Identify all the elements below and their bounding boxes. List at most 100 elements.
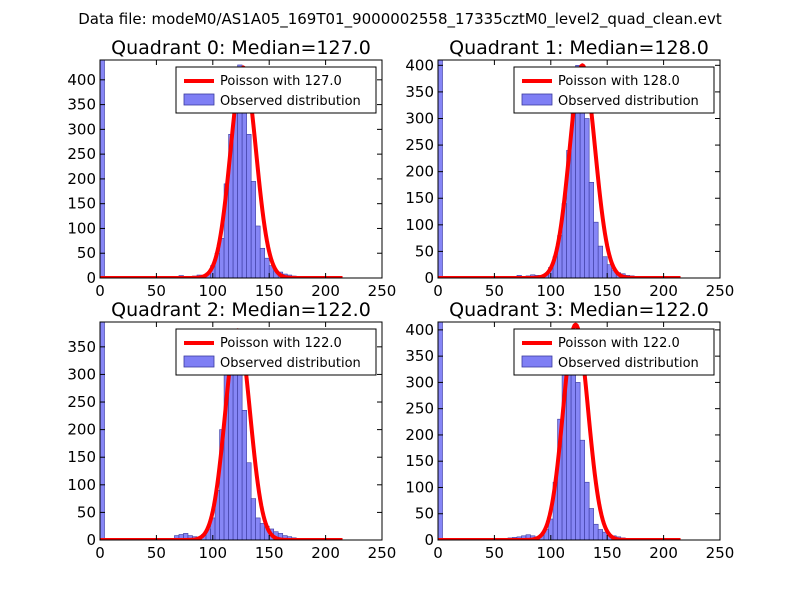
y-tick-label: 150 bbox=[67, 448, 96, 466]
legend-observed-swatch bbox=[521, 93, 553, 106]
legend-observed-swatch bbox=[183, 355, 215, 368]
panel-title: Quadrant 2: Median=122.0 bbox=[111, 299, 371, 321]
y-tick-label: 50 bbox=[77, 503, 96, 521]
poisson-curve bbox=[100, 328, 344, 540]
x-tick-label: 100 bbox=[536, 282, 565, 300]
y-tick-label: 300 bbox=[67, 120, 96, 138]
legend-poisson-label: Poisson with 128.0 bbox=[558, 74, 680, 89]
y-tick-label: 250 bbox=[405, 136, 434, 154]
hist-bar bbox=[250, 181, 256, 278]
x-tick-label: 100 bbox=[198, 544, 227, 562]
y-tick-label: 350 bbox=[67, 96, 96, 114]
hist-bar bbox=[264, 257, 270, 278]
y-tick-label: 200 bbox=[405, 163, 434, 181]
legend-box bbox=[513, 328, 715, 376]
hist-bar bbox=[100, 322, 105, 540]
y-tick-label: 200 bbox=[67, 421, 96, 439]
hist-bar bbox=[593, 523, 599, 540]
legend-observed-label: Observed distribution bbox=[558, 94, 699, 109]
hist-bar bbox=[588, 508, 594, 540]
legend-poisson-label: Poisson with 122.0 bbox=[558, 336, 680, 351]
x-tick-label: 50 bbox=[147, 282, 166, 300]
hist-bar bbox=[100, 60, 105, 278]
legend-observed-label: Observed distribution bbox=[220, 356, 361, 371]
legend-observed-label: Observed distribution bbox=[558, 356, 699, 371]
y-tick-label: 0 bbox=[86, 269, 96, 287]
legend-observed-label: Observed distribution bbox=[220, 94, 361, 109]
x-tick-label: 150 bbox=[593, 544, 622, 562]
y-tick-label: 300 bbox=[405, 373, 434, 391]
poisson-curve bbox=[438, 322, 682, 540]
data-layer bbox=[100, 322, 344, 540]
legend-poisson-label: Poisson with 127.0 bbox=[220, 74, 342, 89]
y-tick-label: 350 bbox=[67, 338, 96, 356]
y-tick-label: 100 bbox=[67, 219, 96, 237]
hist-bar bbox=[438, 60, 443, 278]
y-tick-label: 50 bbox=[415, 505, 434, 523]
hist-bar bbox=[602, 256, 608, 278]
hist-bar bbox=[584, 118, 590, 278]
y-tick-label: 350 bbox=[405, 347, 434, 365]
axes-frame bbox=[99, 59, 383, 279]
y-tick-label: 150 bbox=[67, 195, 96, 213]
hist-bar bbox=[241, 410, 247, 540]
y-tick-label: 0 bbox=[424, 531, 434, 549]
x-tick-label: 0 bbox=[95, 282, 105, 300]
figure-title: Data file: modeM0/AS1A05_169T01_90000025… bbox=[78, 10, 722, 29]
x-tick-label: 200 bbox=[649, 544, 678, 562]
axes-frame bbox=[437, 59, 721, 279]
y-tick-label: 0 bbox=[86, 531, 96, 549]
y-tick-label: 400 bbox=[67, 71, 96, 89]
x-tick-label: 250 bbox=[368, 544, 397, 562]
x-tick-label: 0 bbox=[433, 282, 443, 300]
panel-title: Quadrant 3: Median=122.0 bbox=[449, 299, 709, 321]
x-tick-label: 0 bbox=[433, 544, 443, 562]
hist-bar bbox=[246, 134, 252, 278]
x-tick-label: 250 bbox=[706, 282, 735, 300]
hist-bar bbox=[241, 89, 247, 278]
quadrant-3-panel: Quadrant 3: Median=122.0 0 50 100 150 200 250 0… bbox=[405, 299, 734, 562]
y-tick-label: 150 bbox=[405, 452, 434, 470]
x-tick-label: 150 bbox=[593, 282, 622, 300]
y-tick-label: 100 bbox=[405, 216, 434, 234]
hist-bar bbox=[597, 529, 603, 540]
x-tick-label: 150 bbox=[255, 282, 284, 300]
hist-bar bbox=[579, 439, 585, 540]
panel-title: Quadrant 1: Median=128.0 bbox=[449, 37, 709, 59]
y-tick-label: 300 bbox=[405, 109, 434, 127]
y-tick-label: 400 bbox=[405, 321, 434, 339]
x-tick-label: 100 bbox=[536, 544, 565, 562]
hist-bar bbox=[255, 225, 261, 278]
x-tick-label: 250 bbox=[368, 282, 397, 300]
y-tick-label: 0 bbox=[424, 269, 434, 287]
hist-bar bbox=[606, 264, 613, 278]
y-tick-label: 400 bbox=[405, 56, 434, 74]
legend-poisson-label: Poisson with 122.0 bbox=[220, 336, 342, 351]
hist-bar bbox=[593, 221, 599, 278]
x-tick-label: 50 bbox=[147, 544, 166, 562]
y-tick-label: 250 bbox=[405, 400, 434, 418]
x-tick-label: 200 bbox=[311, 544, 340, 562]
y-tick-label: 50 bbox=[77, 244, 96, 262]
x-tick-label: 150 bbox=[255, 544, 284, 562]
hist-bar bbox=[575, 382, 581, 540]
legend-box bbox=[175, 66, 377, 114]
hist-bar bbox=[597, 245, 603, 278]
hist-bar bbox=[255, 517, 261, 540]
x-tick-label: 250 bbox=[706, 544, 735, 562]
hist-bar bbox=[438, 322, 443, 540]
panel-title: Quadrant 0: Median=127.0 bbox=[111, 37, 371, 59]
hist-bar bbox=[588, 181, 594, 278]
axes-frame bbox=[437, 321, 721, 541]
y-tick-label: 250 bbox=[67, 145, 96, 163]
x-tick-label: 50 bbox=[485, 544, 504, 562]
x-tick-label: 200 bbox=[311, 282, 340, 300]
y-tick-label: 100 bbox=[405, 478, 434, 496]
quadrant-2-panel: Quadrant 2: Median=122.0 0 50 100 150 200 250 0… bbox=[67, 299, 396, 562]
quadrant-1-panel: Quadrant 1: Median=128.0 0 50 100 150 200 250 0… bbox=[405, 37, 734, 300]
y-tick-label: 150 bbox=[405, 189, 434, 207]
hist-bar bbox=[584, 481, 590, 540]
quadrant-0-panel: Quadrant 0: Median=127.0 0 50 100 150 200 250 0… bbox=[67, 37, 396, 300]
y-tick-label: 350 bbox=[405, 83, 434, 101]
